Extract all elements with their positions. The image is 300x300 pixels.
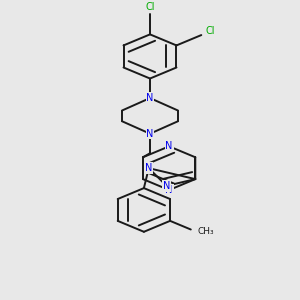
Text: Cl: Cl — [206, 26, 215, 36]
Text: N: N — [145, 163, 152, 173]
Text: N: N — [163, 181, 170, 191]
Text: N: N — [165, 141, 173, 151]
Text: N: N — [146, 93, 154, 103]
Text: N: N — [165, 185, 173, 195]
Text: N: N — [146, 129, 154, 139]
Text: Cl: Cl — [145, 2, 155, 12]
Text: CH₃: CH₃ — [197, 227, 214, 236]
